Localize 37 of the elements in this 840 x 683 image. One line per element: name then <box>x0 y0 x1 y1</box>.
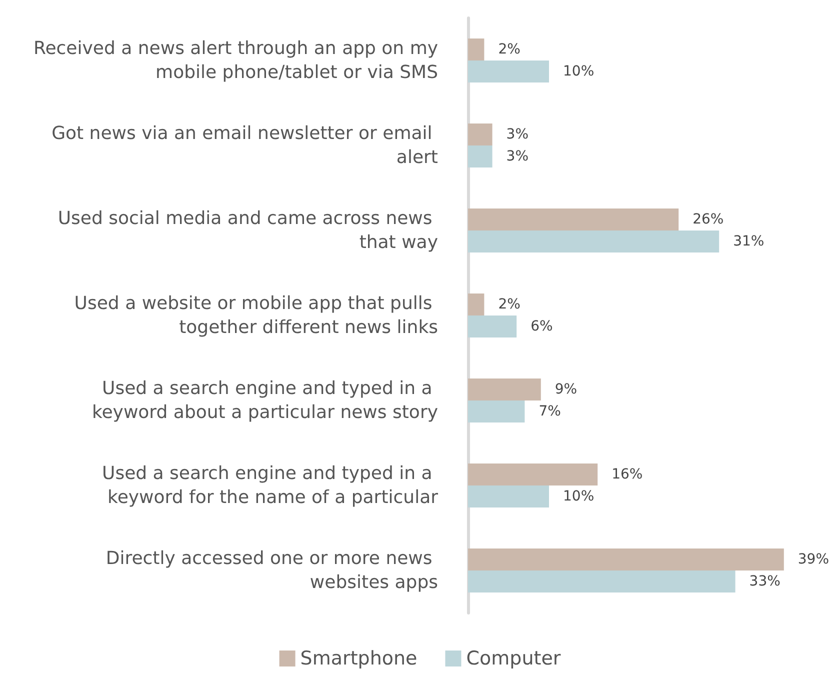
y-tick-label: Used a website or mobile app that pulls together different news links <box>74 293 438 338</box>
data-label: 2% <box>498 42 520 58</box>
data-label: 10% <box>563 64 594 80</box>
bar <box>468 294 484 316</box>
bar <box>468 230 720 252</box>
y-tick-label: Received a news alert through an app on my mobile phone/tablet or via SMS <box>34 38 438 83</box>
data-label: 7% <box>538 404 561 420</box>
data-label: 10% <box>563 488 594 504</box>
y-tick-label: Got news via an email newsletter or email alert <box>52 123 438 168</box>
bar <box>468 570 736 592</box>
data-label: 33% <box>749 574 780 590</box>
data-label: 9% <box>554 382 578 398</box>
bar <box>468 378 541 400</box>
y-tick-label: Used a search engine and typed in a keyword for the name of a particular <box>102 463 439 508</box>
data-label: 2% <box>498 296 520 312</box>
y-tick-label: Directly accessed one or more news websites apps <box>106 548 438 593</box>
y-tick-label: Used social media and came across news that way <box>58 208 438 253</box>
bar <box>468 208 679 230</box>
data-label: 3% <box>506 126 529 142</box>
y-tick-label: Used a search engine and typed in a keyword about a particular news story <box>92 378 438 423</box>
bar <box>468 124 492 146</box>
bar <box>468 60 549 82</box>
bar <box>468 146 492 168</box>
data-label: 3% <box>506 148 529 164</box>
data-label: 31% <box>733 234 764 250</box>
bar <box>468 548 784 570</box>
data-label: 16% <box>612 466 643 482</box>
legend-label: Smartphone <box>300 648 418 670</box>
data-label: 26% <box>692 212 724 228</box>
bar <box>468 316 517 338</box>
data-label: 6% <box>530 318 553 334</box>
bar <box>468 486 549 508</box>
data-label: 39% <box>798 552 830 568</box>
bar <box>468 464 598 486</box>
bar <box>468 400 525 422</box>
bar <box>468 38 484 60</box>
legend-label: Computer <box>466 648 561 670</box>
